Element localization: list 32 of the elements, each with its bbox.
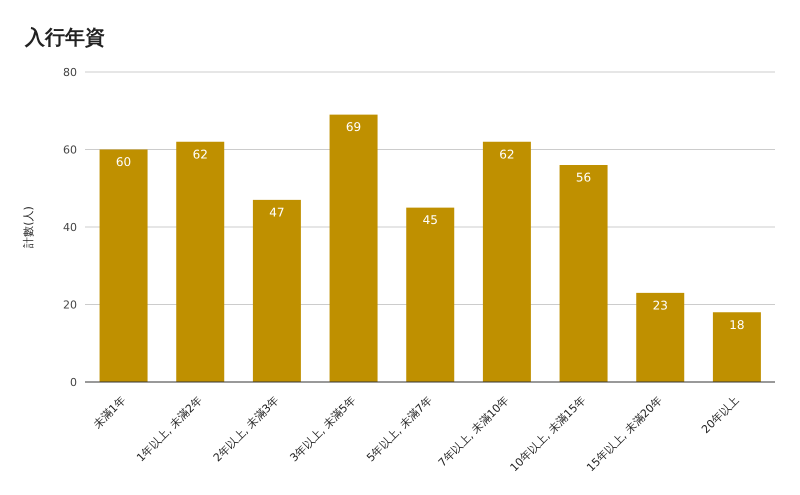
bar <box>100 150 148 382</box>
y-tick-label: 80 <box>63 66 77 79</box>
y-tick-label: 0 <box>70 376 77 389</box>
data-label: 62 <box>192 147 208 162</box>
y-axis-title: 計數(人) <box>22 206 35 248</box>
chart-title: 入行年資 <box>25 24 105 51</box>
x-tick-label: 5年以上, 未滿7年 <box>364 394 435 464</box>
bar <box>560 165 608 382</box>
data-label: 47 <box>269 205 285 220</box>
x-tick-label: 2年以上, 未滿3年 <box>210 394 282 464</box>
data-label: 45 <box>422 213 438 228</box>
x-tick-label: 3年以上, 未滿5年 <box>287 394 358 464</box>
bar <box>636 292 684 382</box>
data-label: 62 <box>499 147 515 162</box>
data-label: 23 <box>652 298 668 312</box>
y-tick-label: 20 <box>63 298 77 312</box>
x-tick-label: 1年以上, 未滿2年 <box>134 394 205 464</box>
data-label: 60 <box>116 155 132 170</box>
y-tick-label: 60 <box>63 143 77 156</box>
data-label: 18 <box>729 318 745 332</box>
x-tick-label: 20年以上 <box>699 394 742 436</box>
bar <box>482 142 531 382</box>
x-tick-label: 未滿1年 <box>90 394 128 432</box>
data-label: 69 <box>346 120 362 134</box>
bar <box>330 114 378 382</box>
data-label: 56 <box>576 170 592 185</box>
bar <box>712 312 761 382</box>
bar <box>176 142 224 382</box>
y-tick-label: 40 <box>63 220 77 234</box>
x-tick-label: 15年以上, 未滿20年 <box>584 394 665 474</box>
bar <box>252 200 301 382</box>
bar <box>406 208 454 382</box>
